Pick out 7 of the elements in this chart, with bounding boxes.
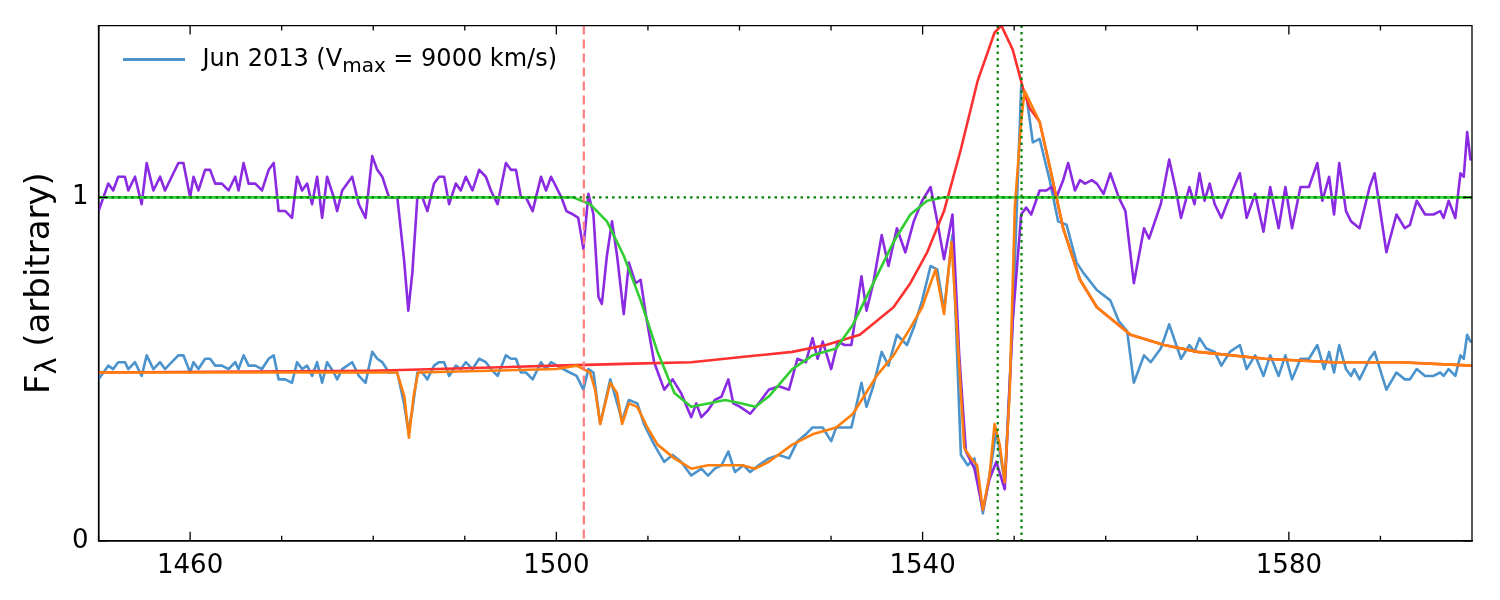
x-tick-label: 1500 bbox=[523, 549, 590, 580]
y-tick-label: 0 bbox=[72, 523, 89, 554]
x-tick-label: 1580 bbox=[1255, 549, 1322, 580]
x-tick-label: 1460 bbox=[157, 549, 224, 580]
x-tick-label: 1540 bbox=[889, 549, 956, 580]
y-tick-label: 1 bbox=[72, 180, 89, 211]
legend-label: Jun 2013 (V$_{max}$ = 9000 km/s) bbox=[202, 43, 558, 77]
